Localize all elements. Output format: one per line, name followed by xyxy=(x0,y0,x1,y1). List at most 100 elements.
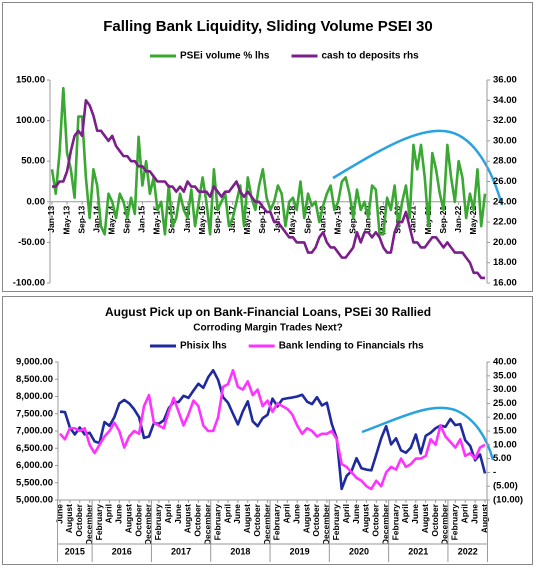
x-tick-label: May-13 xyxy=(61,206,71,235)
legend-label: PSEi volume % lhs xyxy=(180,51,270,62)
y2-tick-label: 22.00 xyxy=(493,217,517,228)
x-tick-label: Jan-14 xyxy=(91,206,101,233)
x-tick-label: Jan-15 xyxy=(137,206,147,233)
y-tick-label: 5,000.00 xyxy=(16,495,53,506)
x-tick-label: February xyxy=(94,504,104,541)
x-tick-label: October xyxy=(74,503,84,536)
x-tick-label: May-14 xyxy=(106,206,116,235)
x-tick-label: June xyxy=(232,504,242,524)
x-tick-label: August xyxy=(64,504,74,533)
x-tick-label: February xyxy=(331,504,341,541)
y-tick-label: 7,500.00 xyxy=(16,408,53,419)
x-tick-label: June xyxy=(351,504,361,524)
x-tick-label: Jan-18 xyxy=(272,206,282,233)
x-tick-label: June xyxy=(469,504,479,524)
y2-tick-label: 36.00 xyxy=(493,75,517,86)
y2-tick-label: 5.00 xyxy=(493,453,512,464)
x-tick-label: February xyxy=(212,504,222,541)
y2-tick-label: 16.00 xyxy=(493,278,517,289)
x-tick-label: October xyxy=(133,503,143,536)
x-tick-label: August xyxy=(420,504,430,533)
x-group-label: 2022 xyxy=(458,546,478,556)
y-tick-label: 9,000.00 xyxy=(16,357,53,368)
y2-tick-label: 34.00 xyxy=(493,95,517,106)
x-tick-label: May-22 xyxy=(468,206,478,235)
y-tick-label: 8,500.00 xyxy=(16,374,53,385)
series-line xyxy=(59,368,486,491)
x-tick-label: Jan-13 xyxy=(46,206,56,233)
x-tick-label: August xyxy=(123,504,133,533)
x-tick-label: Sep-19 xyxy=(347,206,357,234)
x-tick-label: December xyxy=(262,503,272,545)
y-tick-label: 0.00 xyxy=(27,196,46,207)
x-tick-label: Sep-18 xyxy=(302,206,312,234)
x-tick-label: April xyxy=(163,504,173,523)
x-tick-label: Jan-19 xyxy=(317,206,327,233)
x-tick-label: April xyxy=(341,504,351,523)
y2-tick-label: - xyxy=(493,467,496,478)
x-tick-label: October xyxy=(371,503,381,536)
x-tick-label: December xyxy=(203,503,213,545)
chart-subtitle: Corroding Margin Trades Next? xyxy=(193,323,342,334)
x-tick-label: Sep-21 xyxy=(438,206,448,234)
x-tick-label: Jan-22 xyxy=(453,206,463,233)
x-tick-label: December xyxy=(143,503,153,545)
x-tick-label: February xyxy=(450,504,460,541)
x-tick-label: October xyxy=(193,503,203,536)
x-tick-label: Jan-21 xyxy=(408,206,418,233)
y-tick-label: 100.00 xyxy=(16,115,45,126)
x-tick-label: April xyxy=(222,504,232,523)
y-tick-label: 50.00 xyxy=(21,156,45,167)
x-tick-label: May-16 xyxy=(197,206,207,235)
series-line xyxy=(52,99,485,280)
x-tick-label: Jan-16 xyxy=(182,206,192,233)
y2-tick-label: 24.00 xyxy=(493,196,517,207)
y2-tick-label: 30.00 xyxy=(493,135,517,146)
x-tick-label: June xyxy=(114,504,124,524)
y2-tick-label: 10.00 xyxy=(493,439,517,450)
x-tick-label: June xyxy=(54,504,64,524)
y-tick-label: 6,000.00 xyxy=(16,460,53,471)
x-tick-label: April xyxy=(400,504,410,523)
x-tick-label: May-15 xyxy=(152,206,162,235)
x-tick-label: December xyxy=(440,503,450,545)
y-tick-label: 150.00 xyxy=(16,75,45,86)
y-tick-label: 6,500.00 xyxy=(16,443,53,454)
x-tick-label: June xyxy=(291,504,301,524)
y2-tick-label: 26.00 xyxy=(493,176,517,187)
x-tick-label: June xyxy=(410,504,420,524)
x-tick-label: Jan-20 xyxy=(363,206,373,233)
x-group-label: 2018 xyxy=(230,546,250,556)
x-tick-label: Sep-17 xyxy=(257,206,267,234)
y-tick-label: 8,000.00 xyxy=(16,391,53,402)
y2-tick-label: 18.00 xyxy=(493,257,517,268)
y2-tick-label: 15.00 xyxy=(493,426,517,437)
y-tick-label: 7,000.00 xyxy=(16,426,53,437)
x-group-label: 2020 xyxy=(349,546,369,556)
x-tick-label: August xyxy=(361,504,371,533)
x-tick-label: May-18 xyxy=(287,206,297,235)
x-tick-label: August xyxy=(183,504,193,533)
x-tick-label: Sep-13 xyxy=(76,206,86,234)
x-group-label: 2017 xyxy=(171,546,191,556)
x-tick-label: May-17 xyxy=(242,206,252,235)
y2-tick-label: 35.00 xyxy=(493,370,517,381)
x-group-label: 2019 xyxy=(290,546,310,556)
y2-tick-label: 40.00 xyxy=(493,357,517,368)
y2-tick-label: 20.00 xyxy=(493,237,517,248)
y2-tick-label: (10.00) xyxy=(493,495,523,506)
x-tick-label: August xyxy=(242,504,252,533)
x-tick-label: October xyxy=(430,503,440,536)
y-tick-label: -50.00 xyxy=(18,237,45,248)
x-tick-label: May-20 xyxy=(378,206,388,235)
chart-title: August Pick up on Bank-Financial Loans, … xyxy=(105,305,431,319)
y2-tick-label: 25.00 xyxy=(493,398,517,409)
legend-label: cash to deposits rhs xyxy=(321,51,419,62)
x-group-label: 2016 xyxy=(112,546,132,556)
legend-label: Bank lending to Financials rhs xyxy=(279,341,424,352)
x-tick-label: April xyxy=(282,504,292,523)
trend-annotation xyxy=(361,406,495,461)
x-tick-label: April xyxy=(459,504,469,523)
